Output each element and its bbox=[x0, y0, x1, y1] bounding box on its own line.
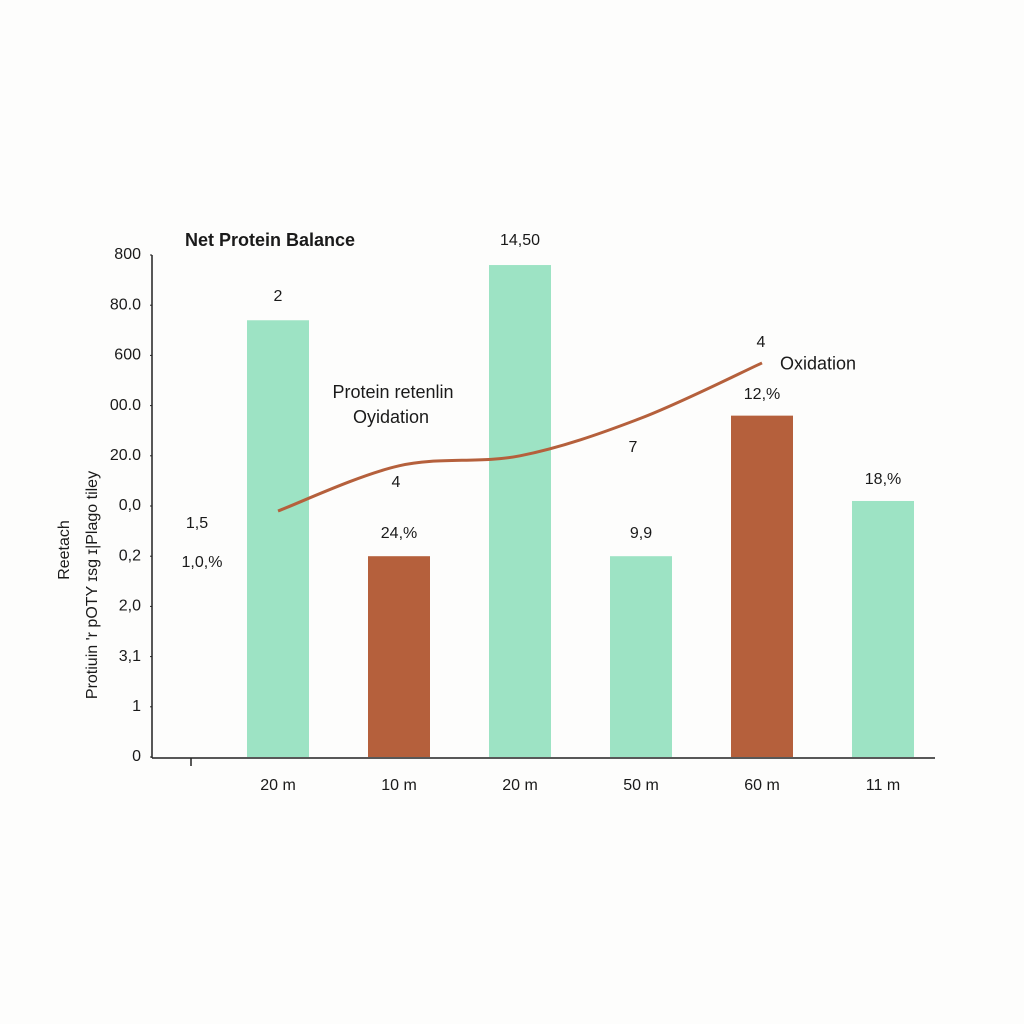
y-tick-label: 800 bbox=[114, 246, 141, 263]
x-tick-label: 10 m bbox=[381, 777, 417, 794]
x-tick-label: 50 m bbox=[623, 777, 659, 794]
annotation: 14,50 bbox=[500, 232, 540, 249]
annotation: Protein retenlin bbox=[332, 382, 453, 402]
annotation: 18,% bbox=[865, 471, 901, 488]
annotation: 7 bbox=[629, 439, 638, 456]
annotation: 24,% bbox=[381, 525, 417, 542]
annotation: 1,0,% bbox=[182, 554, 223, 571]
y-axis-label: Reetach bbox=[56, 520, 73, 580]
legend-label: Oxidation bbox=[780, 354, 856, 374]
bar bbox=[610, 556, 672, 757]
y-tick-label: 0,0 bbox=[119, 497, 141, 514]
annotation: 9,9 bbox=[630, 525, 652, 542]
y-axis-label: Protiuin 'r pOTY ɪsg ɪ|Plago tiley bbox=[84, 471, 101, 699]
chart-title: Net Protein Balance bbox=[185, 230, 355, 250]
y-tick-label: 1 bbox=[132, 698, 141, 715]
y-tick-label: 600 bbox=[114, 347, 141, 364]
x-tick-label: 20 m bbox=[260, 777, 296, 794]
x-tick-label: 20 m bbox=[502, 777, 538, 794]
annotation: 12,% bbox=[744, 386, 780, 403]
y-tick-label: 0 bbox=[132, 748, 141, 765]
y-tick-label: 2,0 bbox=[119, 598, 141, 615]
annotation: 4 bbox=[757, 334, 766, 351]
annotation: Oyidation bbox=[353, 407, 429, 427]
y-tick-label: 3,1 bbox=[119, 648, 141, 665]
bar bbox=[489, 265, 551, 757]
bar bbox=[368, 556, 430, 757]
annotation: 4 bbox=[392, 474, 401, 491]
y-tick-label: 0,2 bbox=[119, 547, 141, 564]
x-tick-label: 60 m bbox=[744, 777, 780, 794]
bar bbox=[247, 320, 309, 757]
bar bbox=[852, 500, 914, 757]
y-tick-label: 00.0 bbox=[110, 397, 141, 414]
y-tick-label: 20.0 bbox=[110, 447, 141, 464]
annotation: 2 bbox=[274, 288, 283, 305]
annotation: 1,5 bbox=[186, 515, 208, 532]
x-tick-label: 11 m bbox=[866, 777, 900, 794]
bar bbox=[731, 415, 793, 757]
y-tick-label: 80.0 bbox=[110, 296, 141, 313]
line bbox=[277, 361, 763, 513]
